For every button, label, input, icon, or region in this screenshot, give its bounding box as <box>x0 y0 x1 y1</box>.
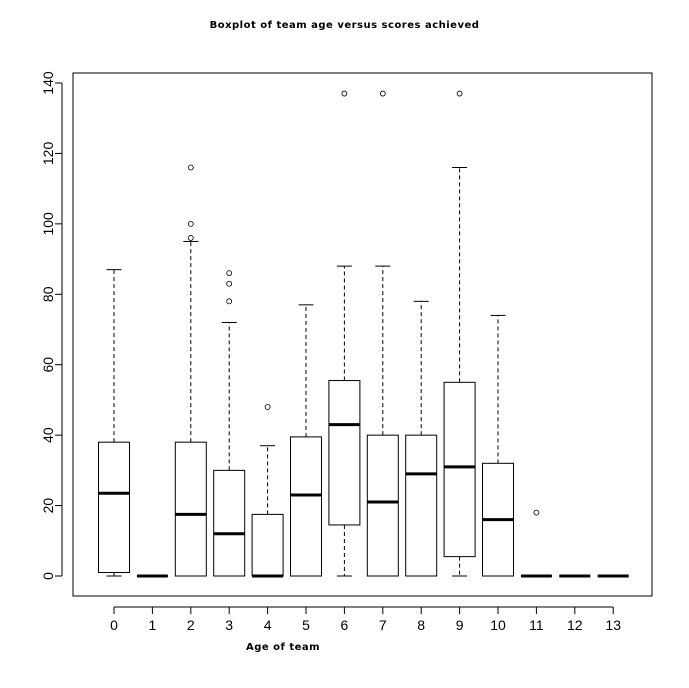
box-group-6 <box>328 90 361 577</box>
x-tick-label: 9 <box>456 617 464 633</box>
outlier-point <box>187 220 194 227</box>
outlier-point <box>456 90 463 97</box>
y-tick-label: 120 <box>40 142 56 166</box>
box-group-0 <box>98 269 130 577</box>
plot-frame <box>72 72 653 597</box>
box-group-5 <box>290 304 322 577</box>
outlier-point <box>226 270 233 277</box>
outlier-point <box>341 90 348 97</box>
box-group-7 <box>366 90 399 577</box>
box-group-10 <box>482 314 514 577</box>
x-tick-label: 8 <box>417 617 425 633</box>
outlier-point <box>379 90 386 97</box>
x-tick-label: 5 <box>302 617 310 633</box>
box-iqr <box>328 380 361 526</box>
y-tick-label: 0 <box>40 572 56 580</box>
y-tick-label: 20 <box>40 498 56 514</box>
x-tick-label: 2 <box>187 617 195 633</box>
box-group-9 <box>443 90 476 577</box>
x-tick-label: 3 <box>225 617 233 633</box>
x-tick-label: 7 <box>379 617 387 633</box>
x-axis: 0 1 2 3 4 5 6 7 8 9 10 11 12 13 <box>110 606 621 633</box>
x-tick-label: 10 <box>490 617 506 633</box>
box-group-4 <box>251 404 284 578</box>
box-iqr <box>405 434 438 577</box>
box-iqr <box>174 441 207 577</box>
y-tick-label: 100 <box>40 212 56 236</box>
x-tick-label: 13 <box>605 617 621 633</box>
y-tick-label: 60 <box>40 357 56 373</box>
box-iqr <box>98 441 130 573</box>
outlier-point <box>187 235 194 241</box>
box-iqr <box>290 436 322 577</box>
y-tick-label: 40 <box>40 427 56 443</box>
box-series <box>98 90 629 578</box>
y-axis: 0 20 40 60 80 100 120 140 <box>40 71 63 580</box>
outlier-point <box>226 280 233 287</box>
box-iqr <box>251 513 284 577</box>
y-tick-label: 80 <box>40 286 56 302</box>
outlier-point <box>264 404 271 410</box>
box-iqr <box>443 381 476 558</box>
outlier-point <box>226 298 233 305</box>
box-group-8 <box>405 300 438 577</box>
outlier-point <box>187 164 194 171</box>
outlier-point <box>533 509 540 516</box>
box-group-3 <box>213 270 246 577</box>
x-axis-label: Age of team <box>246 642 321 653</box>
box-group-2 <box>174 164 207 577</box>
x-tick-label: 1 <box>149 617 157 633</box>
box-iqr <box>366 434 399 577</box>
box-iqr <box>213 469 246 577</box>
x-tick-label: 4 <box>264 617 272 633</box>
x-tick-label: 11 <box>529 617 544 633</box>
x-tick-label: 6 <box>341 617 349 633</box>
x-tick-label: 0 <box>110 617 118 633</box>
chart-title: Boxplot of team age versus scores achiev… <box>209 20 480 31</box>
y-tick-label: 140 <box>40 71 56 95</box>
box-group-11 <box>520 509 552 578</box>
x-tick-label: 12 <box>567 617 583 633</box>
